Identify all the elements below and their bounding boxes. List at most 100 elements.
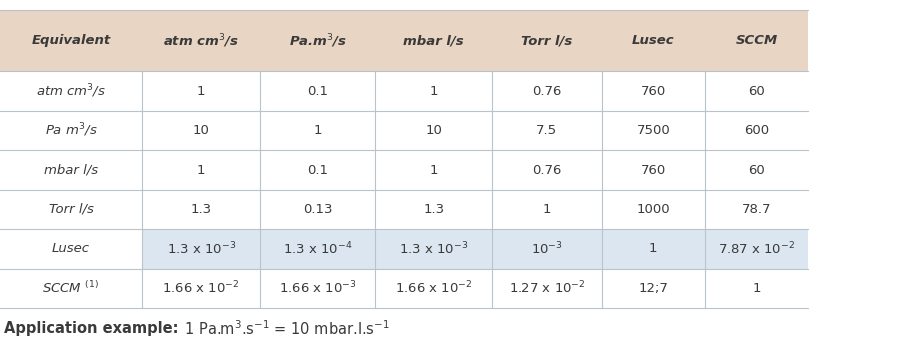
Bar bbox=[705, 190, 808, 229]
Text: 10$^{-3}$: 10$^{-3}$ bbox=[531, 241, 563, 257]
Bar bbox=[0, 10, 142, 71]
Text: 760: 760 bbox=[640, 85, 666, 98]
Bar bbox=[705, 150, 808, 190]
Text: 1: 1 bbox=[753, 282, 761, 295]
Text: Pa m$^3$/s: Pa m$^3$/s bbox=[45, 122, 97, 139]
Text: 1.3 x 10$^{-4}$: 1.3 x 10$^{-4}$ bbox=[283, 241, 353, 257]
Bar bbox=[375, 150, 492, 190]
Text: 60: 60 bbox=[748, 85, 765, 98]
Bar bbox=[602, 190, 705, 229]
Bar bbox=[492, 269, 602, 308]
Text: 1: 1 bbox=[313, 124, 322, 137]
Bar bbox=[602, 229, 705, 269]
Text: atm cm$^3$/s: atm cm$^3$/s bbox=[36, 82, 106, 100]
Bar bbox=[260, 10, 375, 71]
Bar bbox=[375, 111, 492, 150]
Text: 7.87 x 10$^{-2}$: 7.87 x 10$^{-2}$ bbox=[718, 241, 795, 257]
Text: 600: 600 bbox=[744, 124, 769, 137]
Bar bbox=[602, 150, 705, 190]
Text: 1.66 x 10$^{-2}$: 1.66 x 10$^{-2}$ bbox=[395, 280, 472, 296]
Bar bbox=[260, 269, 375, 308]
Bar bbox=[142, 111, 260, 150]
Bar bbox=[0, 190, 142, 229]
Bar bbox=[492, 229, 602, 269]
Text: Equivalent: Equivalent bbox=[31, 34, 110, 47]
Bar bbox=[602, 71, 705, 111]
Bar bbox=[260, 190, 375, 229]
Text: Pa.m$^3$/s: Pa.m$^3$/s bbox=[289, 32, 347, 50]
Bar bbox=[492, 10, 602, 71]
Text: 78.7: 78.7 bbox=[742, 203, 771, 216]
Bar bbox=[705, 111, 808, 150]
Bar bbox=[0, 269, 142, 308]
Text: 1.27 x 10$^{-2}$: 1.27 x 10$^{-2}$ bbox=[508, 280, 585, 296]
Text: 1: 1 bbox=[649, 242, 657, 255]
Bar bbox=[260, 111, 375, 150]
Bar bbox=[260, 150, 375, 190]
Bar bbox=[0, 71, 142, 111]
Bar bbox=[705, 229, 808, 269]
Text: 1.3 x 10$^{-3}$: 1.3 x 10$^{-3}$ bbox=[399, 241, 469, 257]
Bar bbox=[142, 150, 260, 190]
Text: 1.3: 1.3 bbox=[190, 203, 212, 216]
Bar bbox=[260, 229, 375, 269]
Bar bbox=[375, 229, 492, 269]
Bar bbox=[0, 111, 142, 150]
Text: SCCM: SCCM bbox=[735, 34, 778, 47]
Text: 1.3 x 10$^{-3}$: 1.3 x 10$^{-3}$ bbox=[166, 241, 236, 257]
Text: 0.1: 0.1 bbox=[307, 85, 329, 98]
Text: 1.3: 1.3 bbox=[423, 203, 445, 216]
Bar bbox=[142, 10, 260, 71]
Bar bbox=[375, 190, 492, 229]
Bar bbox=[0, 229, 142, 269]
Bar bbox=[492, 111, 602, 150]
Text: 1: 1 bbox=[429, 164, 438, 176]
Bar bbox=[492, 150, 602, 190]
Bar bbox=[705, 71, 808, 111]
Text: 7.5: 7.5 bbox=[536, 124, 558, 137]
Text: atm cm$^3$/s: atm cm$^3$/s bbox=[163, 32, 239, 50]
Text: 7500: 7500 bbox=[637, 124, 670, 137]
Text: 0.76: 0.76 bbox=[533, 164, 561, 176]
Text: 12;7: 12;7 bbox=[638, 282, 668, 295]
Bar bbox=[142, 190, 260, 229]
Text: Lusec: Lusec bbox=[52, 242, 90, 255]
Text: 1: 1 bbox=[429, 85, 438, 98]
Bar bbox=[0, 150, 142, 190]
Text: Torr l/s: Torr l/s bbox=[48, 203, 93, 216]
Bar bbox=[602, 10, 705, 71]
Text: 0.1: 0.1 bbox=[307, 164, 329, 176]
Text: 1.66 x 10$^{-2}$: 1.66 x 10$^{-2}$ bbox=[163, 280, 240, 296]
Bar bbox=[142, 71, 260, 111]
Text: mbar l/s: mbar l/s bbox=[44, 164, 98, 176]
Text: SCCM $^{(1)}$: SCCM $^{(1)}$ bbox=[42, 280, 100, 296]
Text: 1 Pa.m$^3$.s$^{-1}$ = 10 mbar.l.s$^{-1}$: 1 Pa.m$^3$.s$^{-1}$ = 10 mbar.l.s$^{-1}$ bbox=[175, 319, 390, 338]
Text: 760: 760 bbox=[640, 164, 666, 176]
Bar bbox=[375, 10, 492, 71]
Bar bbox=[375, 71, 492, 111]
Text: 10: 10 bbox=[426, 124, 442, 137]
Bar bbox=[705, 269, 808, 308]
Text: Torr l/s: Torr l/s bbox=[521, 34, 573, 47]
Bar bbox=[492, 71, 602, 111]
Bar bbox=[260, 71, 375, 111]
Bar bbox=[602, 111, 705, 150]
Text: 1: 1 bbox=[197, 85, 206, 98]
Text: mbar l/s: mbar l/s bbox=[403, 34, 464, 47]
Bar bbox=[492, 190, 602, 229]
Text: 1: 1 bbox=[542, 203, 551, 216]
Text: Lusec: Lusec bbox=[632, 34, 674, 47]
Text: Application example:: Application example: bbox=[4, 321, 179, 336]
Text: 1.66 x 10$^{-3}$: 1.66 x 10$^{-3}$ bbox=[279, 280, 357, 296]
Bar bbox=[705, 10, 808, 71]
Text: 10: 10 bbox=[193, 124, 209, 137]
Text: 0.76: 0.76 bbox=[533, 85, 561, 98]
Bar bbox=[375, 269, 492, 308]
Text: 60: 60 bbox=[748, 164, 765, 176]
Bar bbox=[142, 269, 260, 308]
Text: 1: 1 bbox=[197, 164, 206, 176]
Text: 1000: 1000 bbox=[637, 203, 670, 216]
Text: 0.13: 0.13 bbox=[304, 203, 332, 216]
Bar bbox=[142, 229, 260, 269]
Bar bbox=[602, 269, 705, 308]
